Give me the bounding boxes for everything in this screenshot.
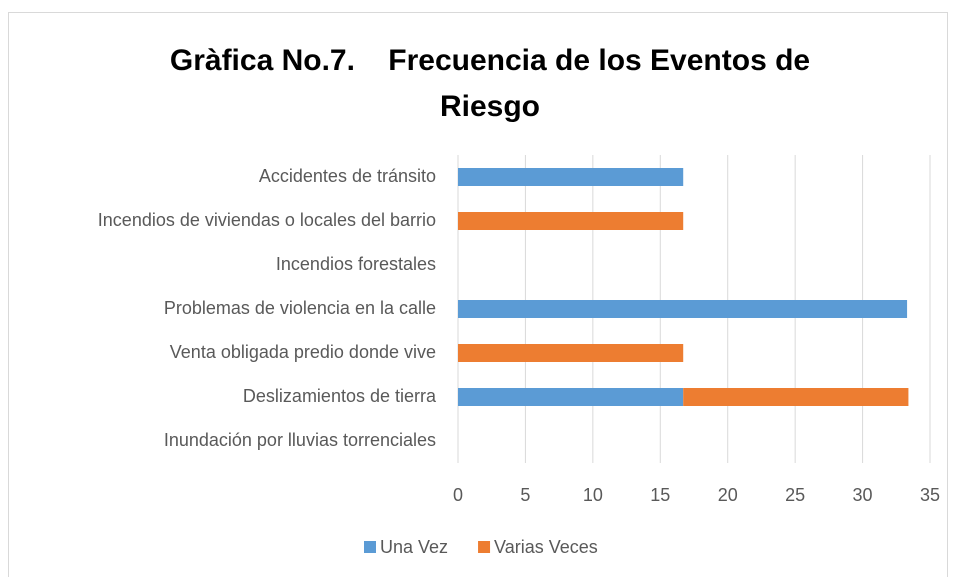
y-tick-label: Problemas de violencia en la calle (164, 298, 436, 318)
bar (683, 388, 909, 406)
y-tick-label: Deslizamientos de tierra (243, 386, 437, 406)
x-tick-label: 20 (718, 485, 738, 505)
y-tick-label: Venta obligada predio donde vive (170, 342, 436, 362)
legend-label: Varias Veces (494, 537, 598, 557)
bar (458, 344, 684, 362)
x-tick-label: 25 (785, 485, 805, 505)
legend-swatch (364, 541, 376, 553)
x-tick-label: 15 (650, 485, 670, 505)
legend-label: Una Vez (380, 537, 448, 557)
bar (458, 300, 908, 318)
x-tick-label: 30 (853, 485, 873, 505)
x-tick-label: 0 (453, 485, 463, 505)
bar (458, 212, 684, 230)
y-tick-label: Incendios de viviendas o locales del bar… (98, 210, 436, 230)
x-tick-label: 10 (583, 485, 603, 505)
legend-swatch (478, 541, 491, 553)
bar (458, 388, 684, 406)
bar (458, 168, 684, 186)
chart-frame (8, 12, 948, 577)
y-tick-label: Inundación por lluvias torrenciales (164, 430, 436, 450)
y-tick-label: Accidentes de tránsito (259, 166, 436, 186)
x-tick-label: 5 (520, 485, 530, 505)
x-tick-label: 35 (920, 485, 940, 505)
chart-title: Gràfica No.7. Frecuencia de los Eventos … (169, 44, 819, 123)
y-tick-label: Incendios forestales (276, 254, 436, 274)
